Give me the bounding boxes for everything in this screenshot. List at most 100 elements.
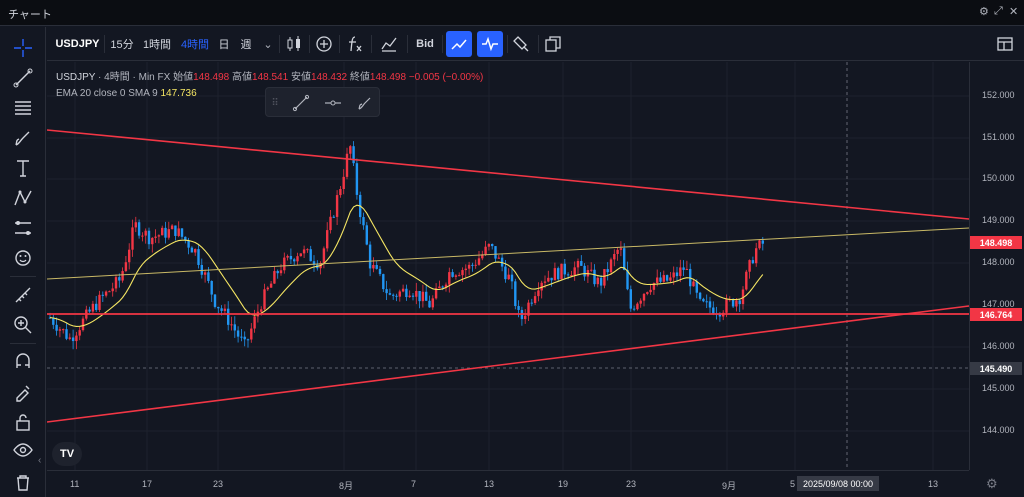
candle-body [418, 290, 421, 302]
fib-retracement-icon[interactable] [7, 94, 39, 122]
time-tick-label: 19 [558, 479, 569, 489]
brush-icon[interactable] [352, 92, 378, 114]
settings-icon[interactable]: ⚙ [979, 6, 989, 18]
trash-icon[interactable] [7, 468, 39, 496]
trendline-icon[interactable] [288, 92, 314, 114]
candle-body [695, 281, 698, 293]
support-price-badge: 146.764 [970, 308, 1022, 321]
candle-body [326, 230, 329, 249]
candle-body [134, 222, 137, 228]
trendline-icon[interactable] [7, 64, 39, 92]
chart-settings-icon[interactable]: ⚙ [986, 476, 998, 491]
toolbar-divider [442, 35, 443, 53]
ruler-icon[interactable] [7, 281, 39, 309]
candle-body [461, 270, 464, 276]
price-chart[interactable] [47, 62, 969, 470]
candle-body [662, 275, 665, 282]
layout-settings-icon[interactable] [991, 27, 1019, 61]
candle-body [527, 302, 530, 316]
candle-body [705, 301, 708, 303]
candle-body [507, 274, 510, 280]
symbol-search-button[interactable]: USDJPY [55, 38, 100, 50]
bid-button[interactable]: Bid [416, 38, 434, 50]
candle-body [481, 254, 484, 259]
candle-body [260, 309, 263, 312]
candle-body [365, 225, 368, 245]
candle-body [642, 293, 646, 301]
candle-body [745, 271, 748, 290]
prediction-icon[interactable] [7, 214, 39, 242]
horizontal-ray-icon[interactable] [320, 92, 346, 114]
tradingview-logo[interactable]: TV [52, 442, 82, 466]
brush-icon[interactable] [7, 124, 39, 152]
layout-copy-icon[interactable] [541, 27, 565, 61]
drawing-toolbar: ‹ [0, 27, 46, 497]
candle-body [576, 261, 580, 268]
interval-week-button[interactable]: 週 [240, 39, 252, 51]
candle-body [52, 317, 55, 325]
candle-body [616, 249, 619, 254]
line-chart-toggle-icon[interactable] [446, 31, 472, 57]
candle-body [530, 302, 533, 304]
crosshair-price-badge: 145.490 [970, 362, 1022, 375]
interval-dropdown-icon[interactable]: ⌄ [263, 38, 273, 51]
interval-day-button[interactable]: 日 [218, 39, 230, 51]
candle-body [269, 283, 273, 288]
interval-15m-button[interactable]: 15分 [110, 39, 134, 51]
add-compare-icon[interactable] [313, 27, 335, 61]
candle-body [557, 268, 560, 280]
paint-icon[interactable] [510, 27, 534, 61]
toolbar-divider [507, 35, 508, 53]
candle-body [656, 277, 659, 284]
templates-icon[interactable] [377, 27, 401, 61]
interval-1h-button[interactable]: 1時間 [142, 39, 172, 51]
emoji-icon[interactable] [7, 244, 39, 272]
candle-body [243, 336, 246, 340]
candle-body [332, 216, 335, 218]
candles-icon[interactable] [283, 27, 305, 61]
lock-icon[interactable] [7, 408, 39, 436]
interval-4h-button[interactable]: 4時間 [180, 39, 210, 51]
candle-body [494, 246, 497, 259]
candle-body [352, 146, 355, 164]
drag-handle-icon[interactable]: ⠿ [271, 97, 279, 109]
candle-body [299, 253, 302, 257]
time-tick-label: 5 [790, 479, 796, 489]
candle-body [104, 291, 108, 296]
candle-body [250, 328, 253, 340]
candle-body [213, 294, 217, 307]
indicators-icon[interactable] [343, 27, 365, 61]
floating-drawing-toolbar: ⠿ [265, 87, 380, 117]
toolbar-divider [279, 35, 280, 53]
candle-body [111, 288, 114, 292]
lock-drawings-icon[interactable] [7, 378, 39, 406]
zoom-in-icon[interactable] [7, 311, 39, 339]
legend-change: −0.005 (−0.00%) [408, 72, 484, 83]
popout-icon[interactable]: ⤢ [994, 5, 1003, 17]
time-axis[interactable] [47, 470, 969, 497]
pulse-toggle-icon[interactable] [477, 31, 503, 57]
crosshair-icon[interactable] [7, 34, 39, 62]
legend-close: 148.498 [369, 72, 407, 83]
candle-body [302, 249, 306, 254]
pattern-icon[interactable] [7, 184, 39, 212]
price-axis[interactable] [969, 62, 1024, 470]
candle-body [187, 240, 190, 248]
toolbar-divider [10, 276, 36, 277]
candle-body [382, 274, 385, 290]
price-tick-label: 145.000 [982, 383, 1015, 393]
collapse-toolbar-button[interactable]: ‹ [38, 455, 42, 466]
indicator-legend[interactable]: EMA 20 close 0 SMA 9 147.736 [56, 88, 197, 99]
candle-body [425, 291, 428, 301]
magnet-icon[interactable] [7, 348, 39, 376]
candlestick-series [48, 141, 764, 350]
close-icon[interactable]: ✕ [1009, 6, 1019, 18]
candle-body [236, 330, 240, 337]
candle-body [692, 281, 695, 287]
candle-body [154, 236, 157, 238]
toolbar-divider [538, 35, 539, 53]
text-icon[interactable] [7, 154, 39, 182]
legend-exchange: Min FX [138, 72, 171, 83]
eye-icon[interactable] [7, 436, 39, 464]
time-tick-label: 13 [484, 479, 495, 489]
